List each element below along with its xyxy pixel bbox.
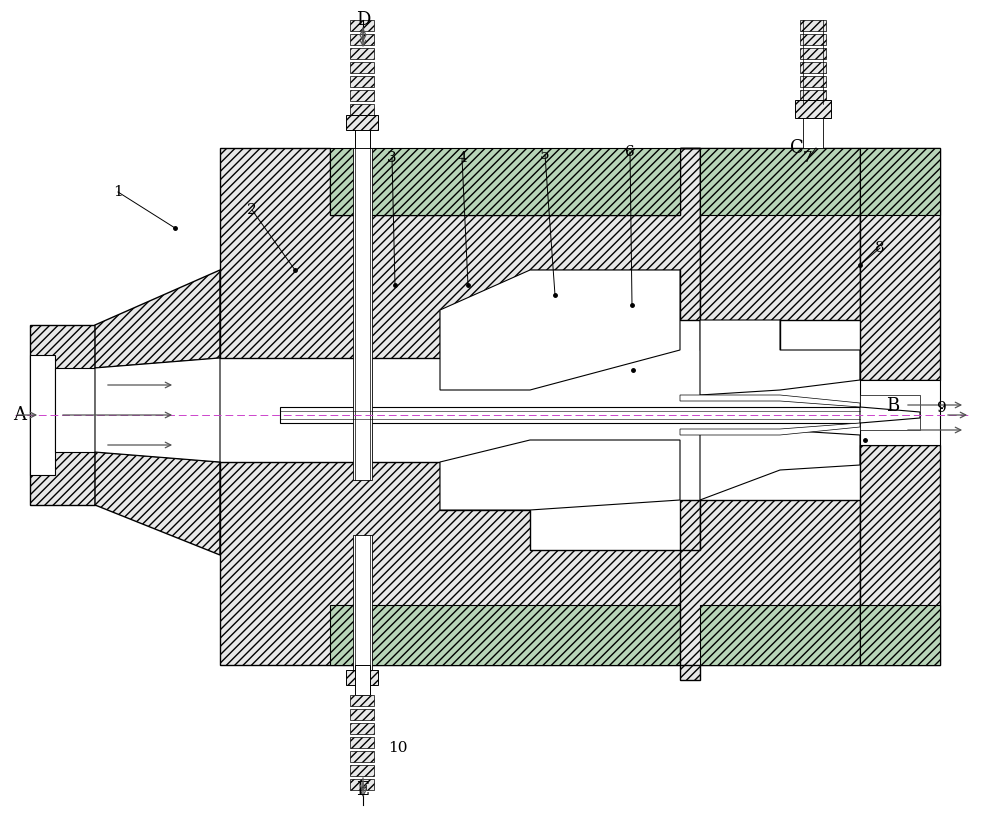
Polygon shape <box>700 430 860 500</box>
Polygon shape <box>220 148 700 358</box>
Polygon shape <box>800 34 826 45</box>
Text: 5: 5 <box>540 148 550 162</box>
Polygon shape <box>280 407 860 423</box>
Text: A: A <box>14 406 26 424</box>
Text: 3: 3 <box>387 151 397 165</box>
Polygon shape <box>350 695 374 706</box>
Text: 8: 8 <box>875 241 885 255</box>
Polygon shape <box>700 605 860 665</box>
Polygon shape <box>330 148 680 215</box>
Polygon shape <box>800 20 826 31</box>
Polygon shape <box>350 723 374 734</box>
Polygon shape <box>95 270 220 368</box>
Text: 7: 7 <box>803 151 813 165</box>
Polygon shape <box>350 90 374 101</box>
Polygon shape <box>350 737 374 748</box>
Text: B: B <box>886 397 900 415</box>
Polygon shape <box>30 325 95 505</box>
Polygon shape <box>350 76 374 87</box>
Polygon shape <box>860 395 920 430</box>
Polygon shape <box>800 90 826 101</box>
Polygon shape <box>346 670 378 685</box>
Polygon shape <box>860 380 940 445</box>
Polygon shape <box>350 104 374 115</box>
Polygon shape <box>800 62 826 73</box>
Polygon shape <box>680 423 860 435</box>
Polygon shape <box>700 320 860 395</box>
Polygon shape <box>350 779 374 790</box>
Polygon shape <box>346 115 378 130</box>
Polygon shape <box>355 665 370 695</box>
Polygon shape <box>680 500 860 665</box>
Text: E: E <box>356 781 370 799</box>
Polygon shape <box>355 118 370 148</box>
Text: 1: 1 <box>113 185 123 199</box>
Polygon shape <box>220 462 700 680</box>
Polygon shape <box>680 148 860 350</box>
Polygon shape <box>350 62 374 73</box>
Polygon shape <box>860 148 940 215</box>
Polygon shape <box>350 751 374 762</box>
Polygon shape <box>860 605 940 665</box>
Polygon shape <box>353 148 372 480</box>
Polygon shape <box>800 48 826 59</box>
Polygon shape <box>95 452 220 555</box>
Polygon shape <box>440 440 680 510</box>
Text: 6: 6 <box>625 145 635 159</box>
Polygon shape <box>95 358 220 462</box>
Polygon shape <box>30 355 55 475</box>
Text: 10: 10 <box>388 741 408 755</box>
Text: D: D <box>356 11 370 29</box>
Polygon shape <box>350 709 374 720</box>
Text: C: C <box>790 139 804 157</box>
Polygon shape <box>800 76 826 87</box>
Polygon shape <box>330 605 680 665</box>
Polygon shape <box>350 34 374 45</box>
Polygon shape <box>350 765 374 776</box>
Polygon shape <box>860 148 940 380</box>
Polygon shape <box>55 368 95 452</box>
Polygon shape <box>440 270 680 390</box>
Text: 4: 4 <box>457 151 467 165</box>
Polygon shape <box>803 104 823 148</box>
Polygon shape <box>860 407 920 423</box>
Text: 2: 2 <box>247 203 257 217</box>
Polygon shape <box>353 535 372 670</box>
Text: 9: 9 <box>937 401 947 415</box>
Polygon shape <box>350 48 374 59</box>
Polygon shape <box>700 148 860 215</box>
Polygon shape <box>795 100 831 118</box>
Polygon shape <box>350 20 374 31</box>
Polygon shape <box>860 445 940 665</box>
Polygon shape <box>680 395 860 407</box>
